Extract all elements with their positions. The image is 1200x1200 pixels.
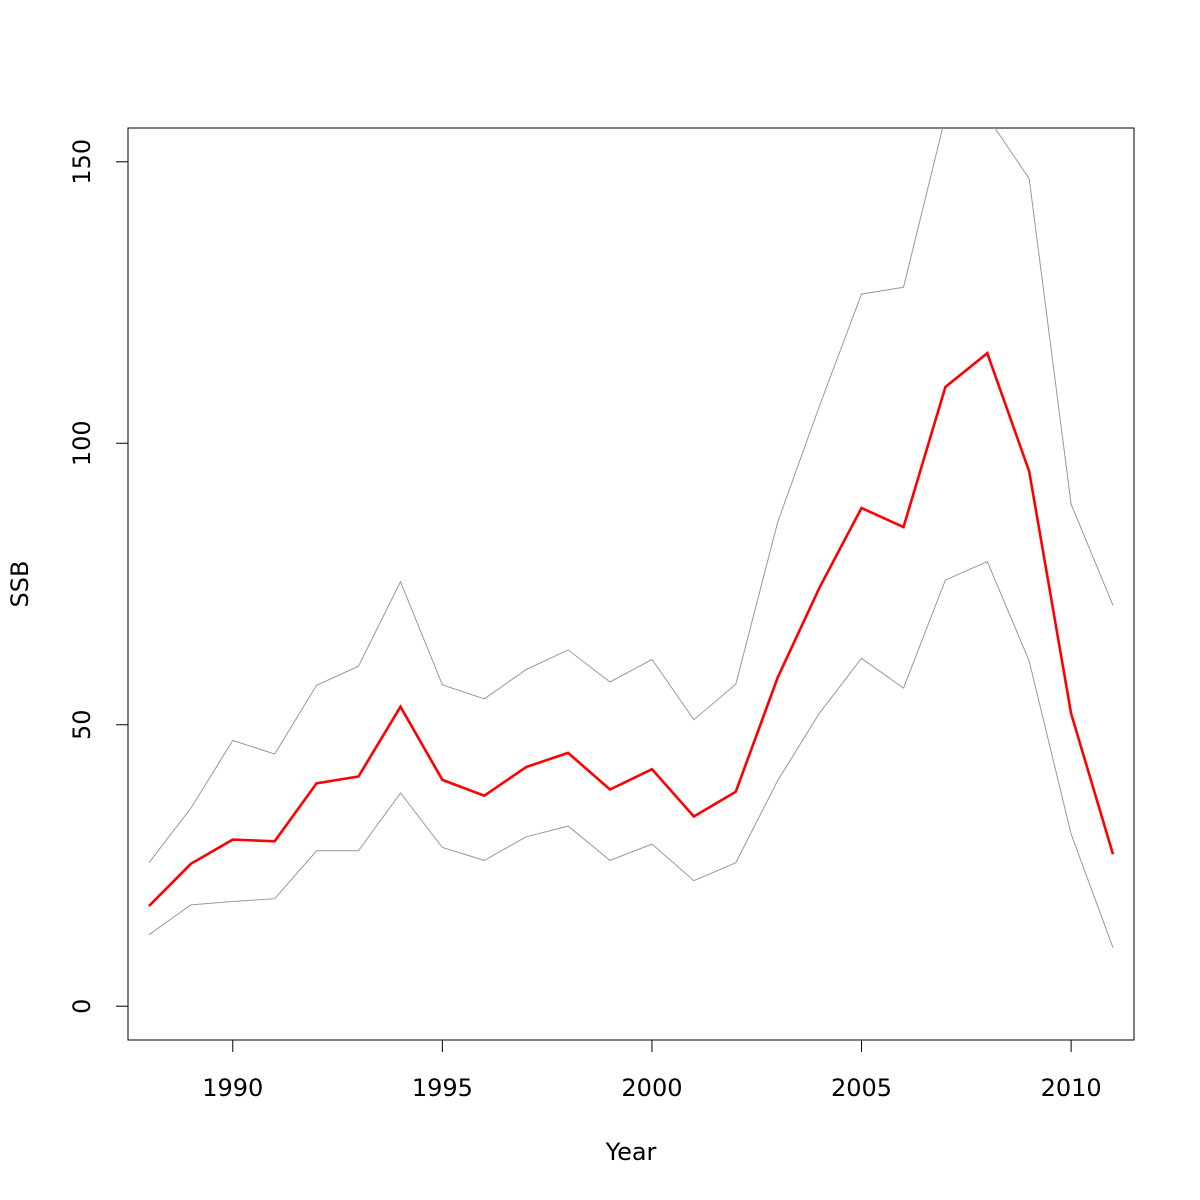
x-axis-title: Year <box>605 1138 657 1166</box>
series-layer <box>148 128 1115 948</box>
series-line-estimate <box>148 351 1115 907</box>
y-tick-label: 150 <box>68 139 96 185</box>
y-tick-label: 0 <box>68 999 96 1014</box>
series-line-upper <box>148 128 1114 864</box>
x-axis: 1990 1995 2000 2005 2010 <box>202 1039 1102 1102</box>
x-tick-label: 2010 <box>1041 1074 1102 1102</box>
x-tick-label: 2000 <box>621 1074 682 1102</box>
x-tick-label: 2005 <box>831 1074 892 1102</box>
x-tick-label: 1990 <box>202 1074 263 1102</box>
series-line-lower <box>148 560 1114 948</box>
y-tick-label: 50 <box>68 709 96 740</box>
y-axis-title: SSB <box>6 561 34 608</box>
x-tick-label: 1995 <box>412 1074 473 1102</box>
y-tick-label: 100 <box>68 420 96 466</box>
y-axis: 0 50 100 150 <box>68 139 129 1014</box>
plot-frame <box>127 127 1135 1041</box>
